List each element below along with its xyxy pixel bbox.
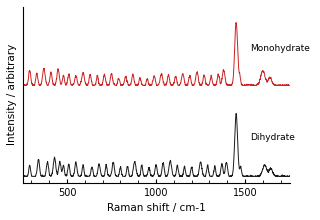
X-axis label: Raman shift / cm-1: Raman shift / cm-1 bbox=[107, 203, 205, 213]
Y-axis label: Intensity / arbitrary: Intensity / arbitrary bbox=[7, 44, 17, 145]
Text: Dihydrate: Dihydrate bbox=[250, 133, 295, 142]
Text: Monohydrate: Monohydrate bbox=[250, 44, 310, 53]
